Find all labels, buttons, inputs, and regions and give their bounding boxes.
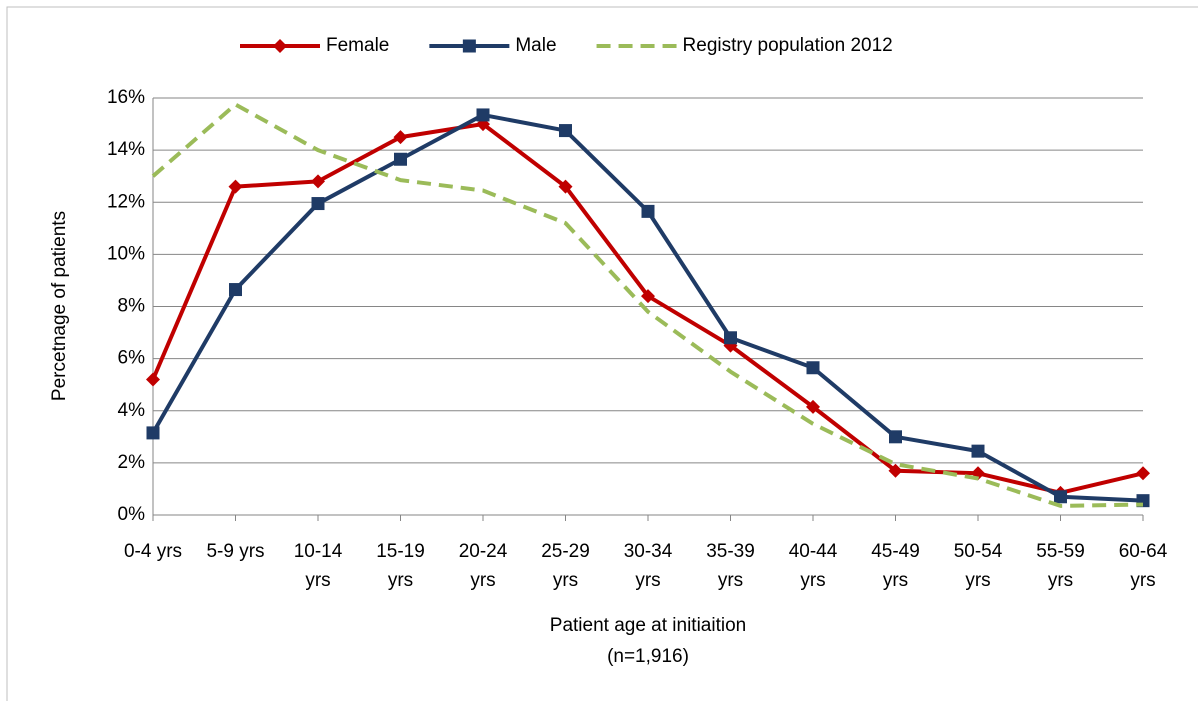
- point: [971, 444, 985, 458]
- point: [393, 130, 408, 145]
- point: [311, 197, 325, 211]
- x-tick-label: 60-64 yrs: [1118, 541, 1168, 591]
- series-line: [151, 122, 1144, 495]
- x-tick-label: 15-19 yrs: [376, 541, 425, 591]
- y-tick-label: 16%: [107, 87, 145, 108]
- x-axis-note: (n=1,916): [607, 646, 689, 667]
- legend-label: Female: [326, 35, 389, 56]
- y-tick-label: 6%: [118, 348, 146, 369]
- point: [888, 463, 903, 478]
- y-tick-label: 8%: [118, 296, 146, 317]
- x-tick-label: 5-9 yrs: [206, 541, 265, 562]
- point: [559, 124, 572, 138]
- point: [724, 331, 737, 345]
- y-tick-label: 10%: [107, 243, 145, 264]
- point: [889, 430, 902, 444]
- series-line: [151, 102, 1144, 508]
- y-tick-label: 0%: [118, 504, 146, 525]
- x-tick-label: 0-4 yrs: [123, 541, 183, 562]
- legend-marker: [273, 39, 287, 53]
- point: [641, 289, 655, 304]
- point: [806, 399, 820, 414]
- x-tick-label: 25-29 yrs: [541, 541, 590, 591]
- y-tick-label: 2%: [118, 452, 146, 473]
- y-tick-label: 12%: [107, 191, 145, 212]
- x-tick-label: 10-14 yrs: [293, 541, 343, 591]
- point: [229, 283, 242, 297]
- series-line: [151, 112, 1144, 503]
- point: [1136, 466, 1150, 481]
- y-axis-label: Percetnage of patients: [49, 211, 70, 401]
- legend-marker: [462, 39, 476, 53]
- y-tick-label: 14%: [107, 139, 145, 160]
- legend-label: Male: [515, 35, 556, 56]
- x-tick-label: 30-34 yrs: [623, 541, 673, 591]
- point: [558, 179, 573, 194]
- x-tick-label: 20-24 yrs: [458, 541, 508, 591]
- point: [146, 372, 160, 387]
- x-axis-label: Patient age at initiaition: [550, 615, 746, 636]
- chart-border: [6, 6, 1198, 701]
- x-tick-label: 50-54 yrs: [953, 541, 1003, 591]
- point: [806, 361, 820, 375]
- point: [311, 174, 325, 189]
- x-tick-label: 35-39 yrs: [706, 541, 755, 591]
- point: [1054, 490, 1067, 504]
- legend-label: Registry population 2012: [683, 35, 893, 56]
- point: [228, 179, 243, 194]
- point: [476, 108, 490, 122]
- point: [394, 152, 407, 166]
- point: [146, 426, 160, 440]
- point: [641, 204, 655, 218]
- x-tick-label: 45-49 yrs: [871, 541, 920, 591]
- x-tick-label: 40-44 yrs: [788, 541, 838, 591]
- x-tick-label: 55-59 yrs: [1036, 541, 1085, 591]
- y-tick-label: 4%: [118, 400, 146, 421]
